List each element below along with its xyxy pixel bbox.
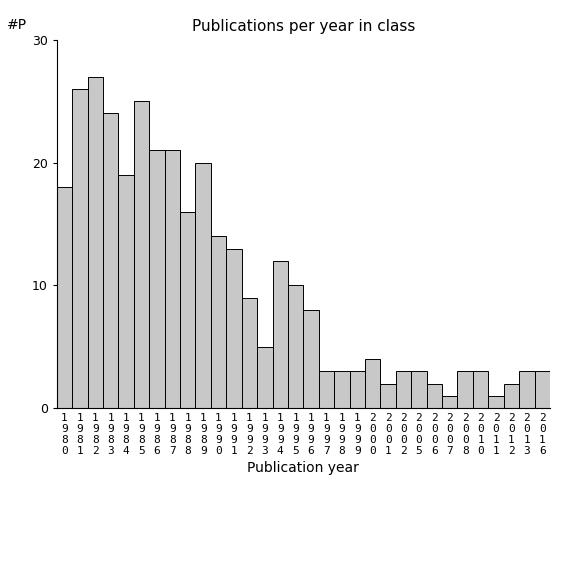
X-axis label: Publication year: Publication year [247,461,359,475]
Title: Publications per year in class: Publications per year in class [192,19,415,35]
Bar [473,371,488,408]
Bar [519,371,535,408]
Bar [134,101,149,408]
Bar [288,285,303,408]
Bar [273,261,288,408]
Bar [458,371,473,408]
Bar [257,347,273,408]
Bar [196,163,211,408]
Bar [164,150,180,408]
Bar [103,113,119,408]
Bar [303,310,319,408]
Bar [411,371,426,408]
Y-axis label: #P: #P [7,18,27,32]
Bar [211,236,226,408]
Bar [426,384,442,408]
Bar [226,248,242,408]
Bar [72,89,87,408]
Bar [242,298,257,408]
Bar [119,175,134,408]
Bar [334,371,350,408]
Bar [535,371,550,408]
Bar [319,371,334,408]
Bar [380,384,396,408]
Bar [57,187,72,408]
Bar [350,371,365,408]
Bar [396,371,411,408]
Bar [365,359,380,408]
Bar [87,77,103,408]
Bar [488,396,503,408]
Bar [503,384,519,408]
Bar [149,150,164,408]
Bar [180,211,196,408]
Bar [442,396,458,408]
